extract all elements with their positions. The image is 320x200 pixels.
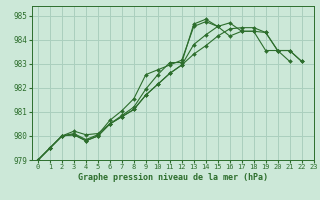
X-axis label: Graphe pression niveau de la mer (hPa): Graphe pression niveau de la mer (hPa) bbox=[78, 173, 268, 182]
